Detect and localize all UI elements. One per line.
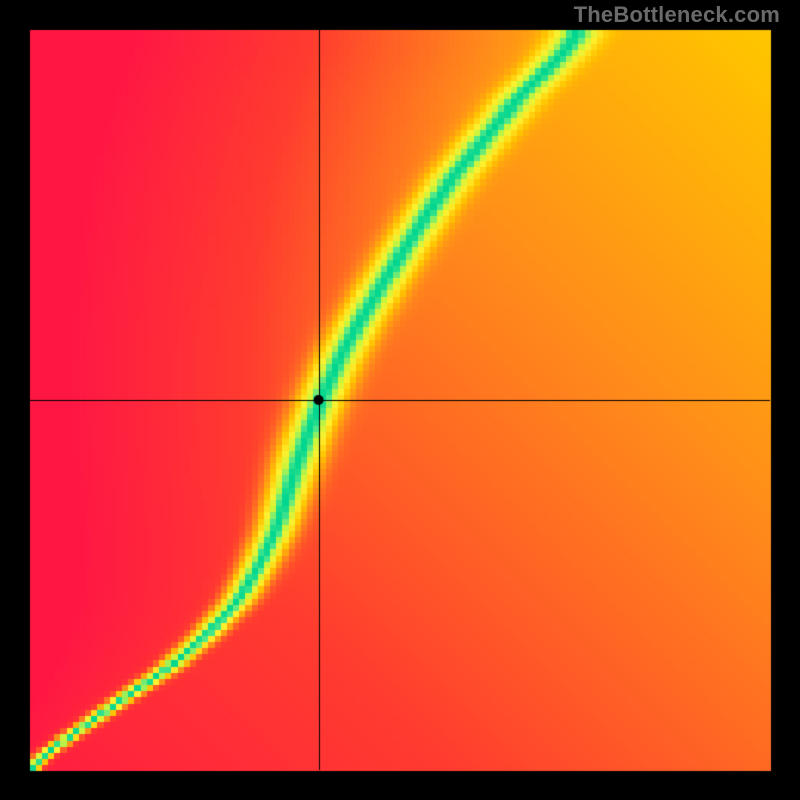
- heatmap-canvas: [0, 0, 800, 800]
- attribution-watermark: TheBottleneck.com: [574, 2, 780, 28]
- chart-container: TheBottleneck.com: [0, 0, 800, 800]
